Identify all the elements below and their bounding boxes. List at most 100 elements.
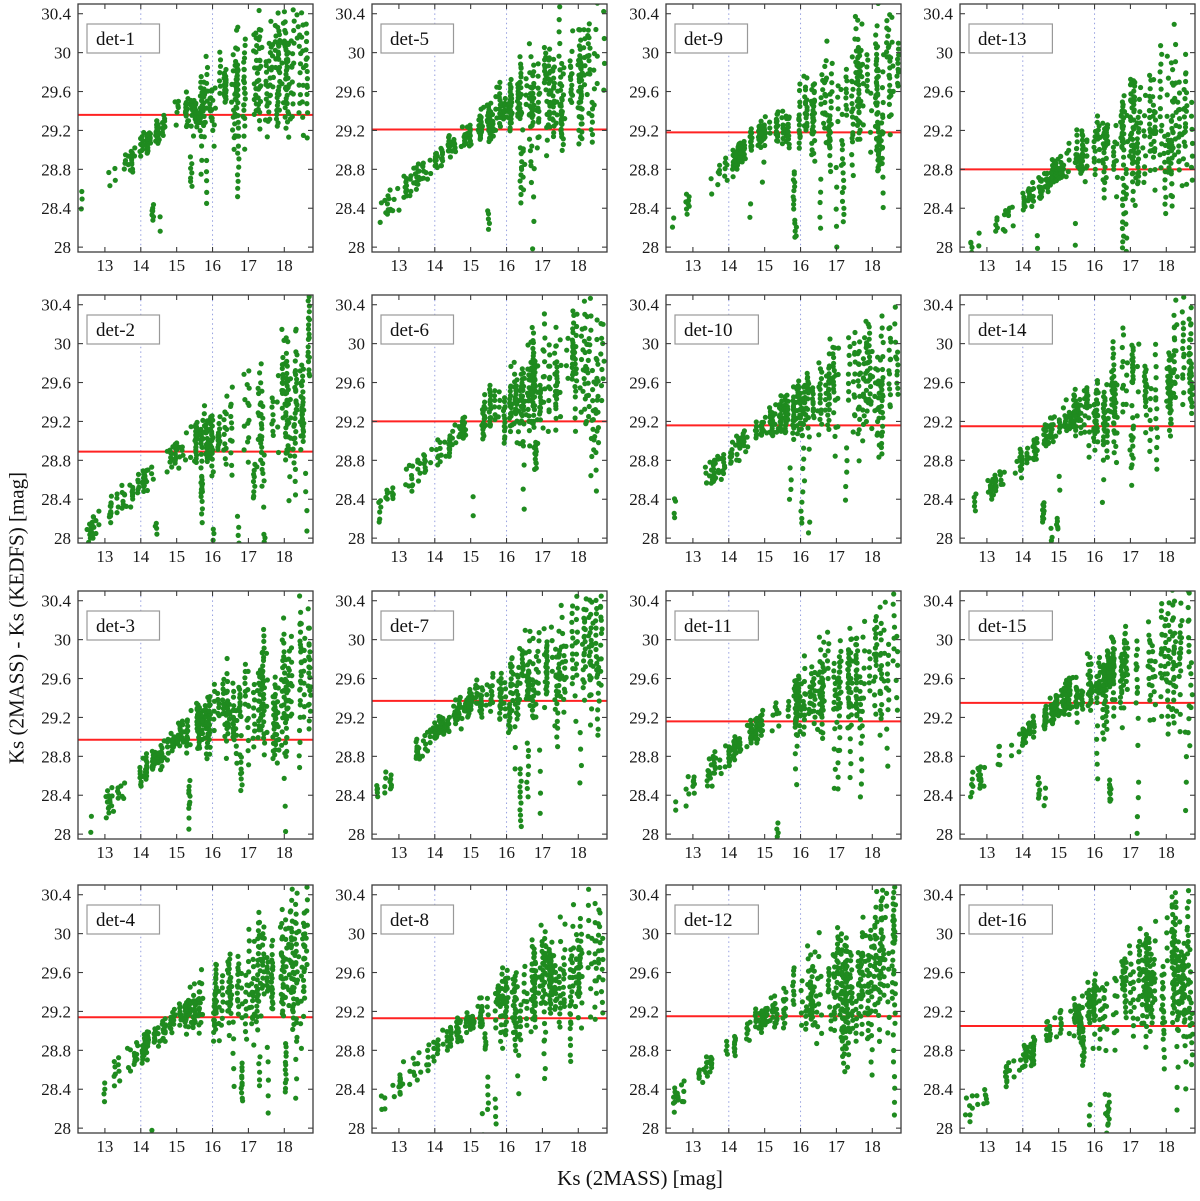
data-point	[272, 682, 278, 688]
data-point	[864, 77, 871, 83]
data-point	[530, 330, 537, 336]
data-point	[186, 815, 192, 821]
data-point	[280, 1013, 287, 1019]
data-point	[569, 657, 576, 663]
x-tick-label: 14	[132, 547, 150, 566]
data-point	[407, 1081, 413, 1087]
data-point	[199, 511, 205, 517]
data-point	[533, 714, 539, 720]
data-point	[796, 145, 802, 151]
data-point	[270, 740, 277, 747]
data-point	[275, 10, 281, 16]
data-point	[542, 943, 548, 949]
data-point	[804, 75, 810, 81]
data-point	[580, 388, 586, 394]
data-point	[250, 964, 257, 970]
data-point	[288, 645, 295, 651]
data-point	[586, 58, 592, 64]
data-point	[249, 981, 255, 987]
data-point	[591, 67, 597, 73]
data-point	[485, 1100, 491, 1106]
data-point	[733, 150, 740, 156]
data-point	[574, 629, 581, 635]
data-point	[255, 410, 261, 416]
data-point	[283, 457, 289, 463]
data-point	[229, 992, 235, 998]
data-point	[578, 121, 584, 127]
data-point	[741, 142, 748, 148]
data-point	[108, 520, 114, 526]
data-point	[432, 163, 438, 169]
data-point	[293, 1016, 299, 1022]
data-point	[234, 983, 240, 989]
data-point	[276, 43, 282, 49]
data-point	[533, 968, 539, 974]
data-point	[517, 794, 523, 800]
data-point	[234, 46, 241, 52]
data-point	[103, 815, 109, 821]
data-point	[669, 224, 676, 230]
data-point	[556, 979, 562, 985]
data-point	[269, 960, 276, 966]
data-point	[223, 755, 229, 762]
data-point	[199, 89, 205, 96]
data-point	[517, 645, 523, 652]
data-point	[561, 65, 567, 71]
data-point	[485, 208, 491, 214]
data-point	[265, 1093, 271, 1099]
data-point	[599, 366, 605, 373]
data-point	[391, 196, 397, 202]
data-point	[583, 421, 589, 427]
data-point	[306, 322, 312, 328]
data-point	[223, 66, 229, 73]
data-point	[507, 400, 513, 406]
data-point	[524, 1022, 530, 1028]
data-point	[531, 194, 537, 200]
data-point	[459, 124, 465, 130]
scatter-points	[378, 886, 606, 1133]
x-tick-label: 13	[96, 256, 113, 275]
data-point	[470, 513, 476, 519]
data-point	[461, 420, 468, 426]
data-point	[543, 1029, 549, 1035]
data-point	[584, 91, 590, 98]
data-point	[233, 76, 239, 83]
data-point	[194, 700, 200, 706]
y-tick-label: 28	[54, 825, 71, 844]
data-point	[182, 1019, 188, 1025]
data-point	[444, 1029, 450, 1035]
data-point	[140, 1047, 146, 1053]
data-point	[153, 520, 159, 526]
data-point	[270, 1000, 276, 1007]
data-point	[519, 660, 526, 666]
data-point	[185, 741, 191, 748]
data-point	[489, 683, 495, 689]
data-point	[588, 692, 594, 698]
data-point	[161, 112, 167, 118]
data-point	[528, 418, 534, 424]
data-point	[304, 948, 310, 954]
data-point	[289, 711, 295, 717]
data-point	[249, 1004, 255, 1010]
data-point	[292, 440, 298, 446]
data-point	[255, 972, 261, 978]
data-point	[279, 906, 285, 913]
data-point	[596, 948, 602, 954]
data-point	[485, 216, 491, 222]
data-point	[265, 1110, 271, 1116]
data-point	[277, 78, 283, 85]
data-point	[593, 611, 600, 617]
tick-marks	[372, 295, 607, 543]
data-point	[121, 166, 127, 172]
data-point	[517, 101, 523, 107]
data-point	[289, 886, 295, 892]
data-point	[551, 98, 557, 104]
data-point	[475, 1003, 481, 1009]
data-point	[204, 418, 210, 424]
data-point	[542, 957, 549, 964]
data-point	[791, 206, 797, 212]
data-point	[299, 412, 305, 418]
data-point	[492, 397, 498, 403]
data-point	[574, 672, 580, 678]
data-point	[257, 1069, 263, 1075]
